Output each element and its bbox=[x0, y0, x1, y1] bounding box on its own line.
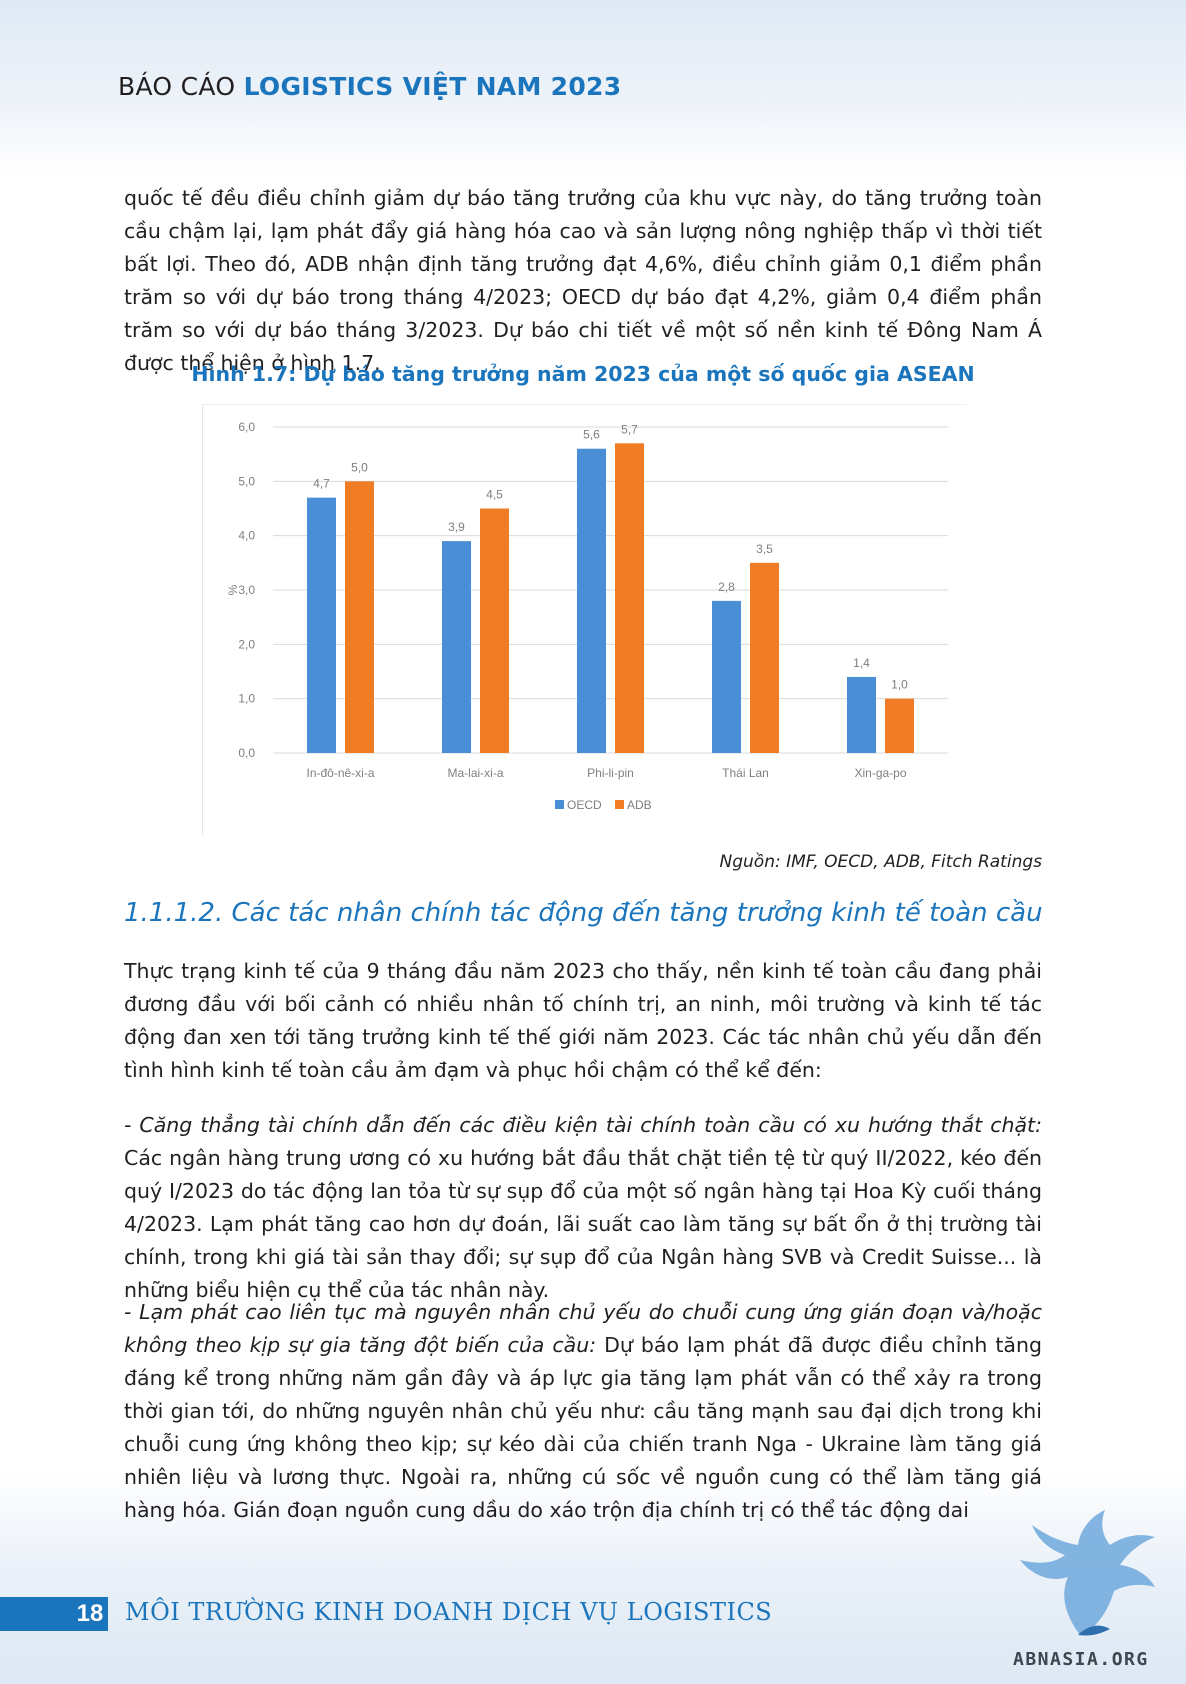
running-header: BÁO CÁO LOGISTICS VIỆT NAM 2023 bbox=[118, 72, 621, 101]
legend-label: ADB bbox=[627, 798, 652, 812]
bar-oecd bbox=[307, 497, 336, 753]
y-tick-label: 2,0 bbox=[238, 637, 255, 651]
paragraph-2: - Căng thẳng tài chính dẫn đến các điều … bbox=[124, 1109, 1042, 1307]
section-title: 1.1.1.2. Các tác nhân chính tác động đến… bbox=[124, 898, 1043, 928]
bar-adb bbox=[750, 562, 779, 753]
header-band bbox=[0, 0, 1186, 175]
footer-title: MÔI TRƯỜNG KINH DOANH DỊCH VỤ LOGISTICS bbox=[125, 1598, 773, 1626]
bar-adb bbox=[480, 508, 509, 753]
bar-adb bbox=[615, 443, 644, 753]
source-note: Nguồn: IMF, OECD, ADB, Fitch Ratings bbox=[719, 852, 1042, 872]
data-label: 5,7 bbox=[621, 422, 638, 436]
x-tick-label: Xin-ga-po bbox=[854, 766, 906, 780]
footer-bar bbox=[0, 1597, 108, 1631]
data-label: 2,8 bbox=[718, 580, 735, 594]
intro-paragraph: quốc tế đều điều chỉnh giảm dự báo tăng … bbox=[124, 186, 1042, 375]
bar-adb bbox=[885, 698, 914, 753]
y-tick-label: 4,0 bbox=[238, 529, 255, 543]
header-prefix: BÁO CÁO bbox=[118, 72, 236, 101]
x-tick-label: In-đô-nê-xi-a bbox=[306, 766, 374, 780]
paragraph-2-body: Các ngân hàng trung ương có xu hướng bắt… bbox=[124, 1146, 1042, 1302]
x-tick-label: Thái Lan bbox=[722, 766, 769, 780]
legend-swatch bbox=[555, 800, 564, 809]
y-tick-label: 3,0 bbox=[238, 583, 255, 597]
watermark-text: ABNASIA.ORG bbox=[1013, 1649, 1149, 1670]
data-label: 3,9 bbox=[448, 520, 465, 534]
bar-oecd bbox=[442, 541, 471, 753]
chart-container: 0,0 1,0 2,0 3,0 4,0 5,0 6,0% 4,7 5,0 In-đô-nê-xi-… bbox=[202, 404, 967, 835]
paragraph-1: Thực trạng kinh tế của 9 tháng đầu năm 2… bbox=[124, 959, 1042, 1082]
paragraph-2-lead: - Căng thẳng tài chính dẫn đến các điều … bbox=[124, 1113, 1042, 1137]
paragraph-3-lead: - Lạm phát cao liên tục mà nguyên nhân c… bbox=[124, 1300, 1042, 1357]
eagle-logo-icon bbox=[1020, 1510, 1155, 1636]
bar-oecd bbox=[712, 600, 741, 753]
data-label: 5,6 bbox=[583, 428, 600, 442]
data-label: 3,5 bbox=[756, 542, 773, 556]
data-label: 4,5 bbox=[486, 488, 503, 502]
header-brand: LOGISTICS VIỆT NAM 2023 bbox=[243, 72, 622, 101]
y-tick-label: 0,0 bbox=[238, 746, 255, 760]
y-tick-label: 5,0 bbox=[238, 474, 255, 488]
paragraph-3: - Lạm phát cao liên tục mà nguyên nhân c… bbox=[124, 1296, 1042, 1527]
x-tick-label: Ma-lai-xi-a bbox=[447, 766, 503, 780]
x-tick-label: Phi-li-pin bbox=[587, 766, 634, 780]
figure-title: Hình 1.7: Dự báo tăng trưởng năm 2023 củ… bbox=[191, 362, 975, 386]
legend-swatch bbox=[615, 800, 624, 809]
data-label: 1,4 bbox=[853, 656, 870, 670]
bar-adb bbox=[345, 481, 374, 753]
footer-band bbox=[0, 1470, 1186, 1684]
y-tick-label: 6,0 bbox=[238, 420, 255, 434]
y-axis-label: % bbox=[226, 584, 240, 595]
data-label: 4,7 bbox=[313, 477, 330, 491]
bar-oecd bbox=[847, 676, 876, 753]
paragraph-3-body: Dự báo lạm phát đã được điều chỉnh tăng … bbox=[124, 1333, 1042, 1522]
data-label: 5,0 bbox=[351, 460, 368, 474]
bar-chart: 0,0 1,0 2,0 3,0 4,0 5,0 6,0% 4,7 5,0 In-đô-nê-xi-… bbox=[226, 420, 948, 812]
legend-label: OECD bbox=[567, 798, 602, 812]
bar-oecd bbox=[577, 448, 606, 753]
data-label: 1,0 bbox=[891, 678, 908, 692]
page-number: 18 bbox=[76, 1600, 104, 1627]
y-tick-label: 1,0 bbox=[238, 692, 255, 706]
